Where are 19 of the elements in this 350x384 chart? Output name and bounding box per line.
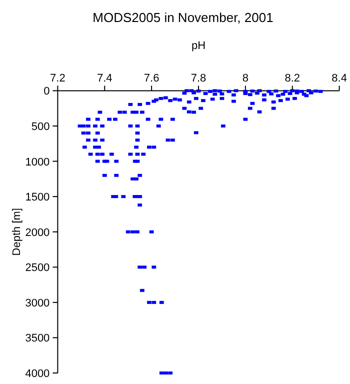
x-tick-label: 8.4 [332,72,347,85]
x-tick-label: 7.4 [96,72,112,85]
x-axis-title: pH [191,40,206,52]
y-tick-label: 3500 [25,332,50,345]
y-tick-label: 1000 [25,156,50,168]
x-tick-label: 8.2 [284,72,300,85]
x-tick-label: 7.6 [144,72,160,85]
x-tick-label: 7.2 [50,72,66,85]
y-tick-label: 0 [44,86,50,98]
y-tick-label: 4000 [25,368,50,380]
chart-title: MODS2005 in November, 2001 [92,10,274,25]
y-axis-title: Depth [m] [11,208,23,256]
x-tick-label: 7.8 [190,72,206,85]
y-tick-label: 500 [31,120,50,133]
y-tick-label: 2500 [25,262,50,274]
y-tick-label: 2000 [25,226,50,239]
x-tick-label: 8 [242,72,248,85]
y-tick-label: 1500 [25,192,50,204]
y-tick-label: 3000 [25,297,50,310]
